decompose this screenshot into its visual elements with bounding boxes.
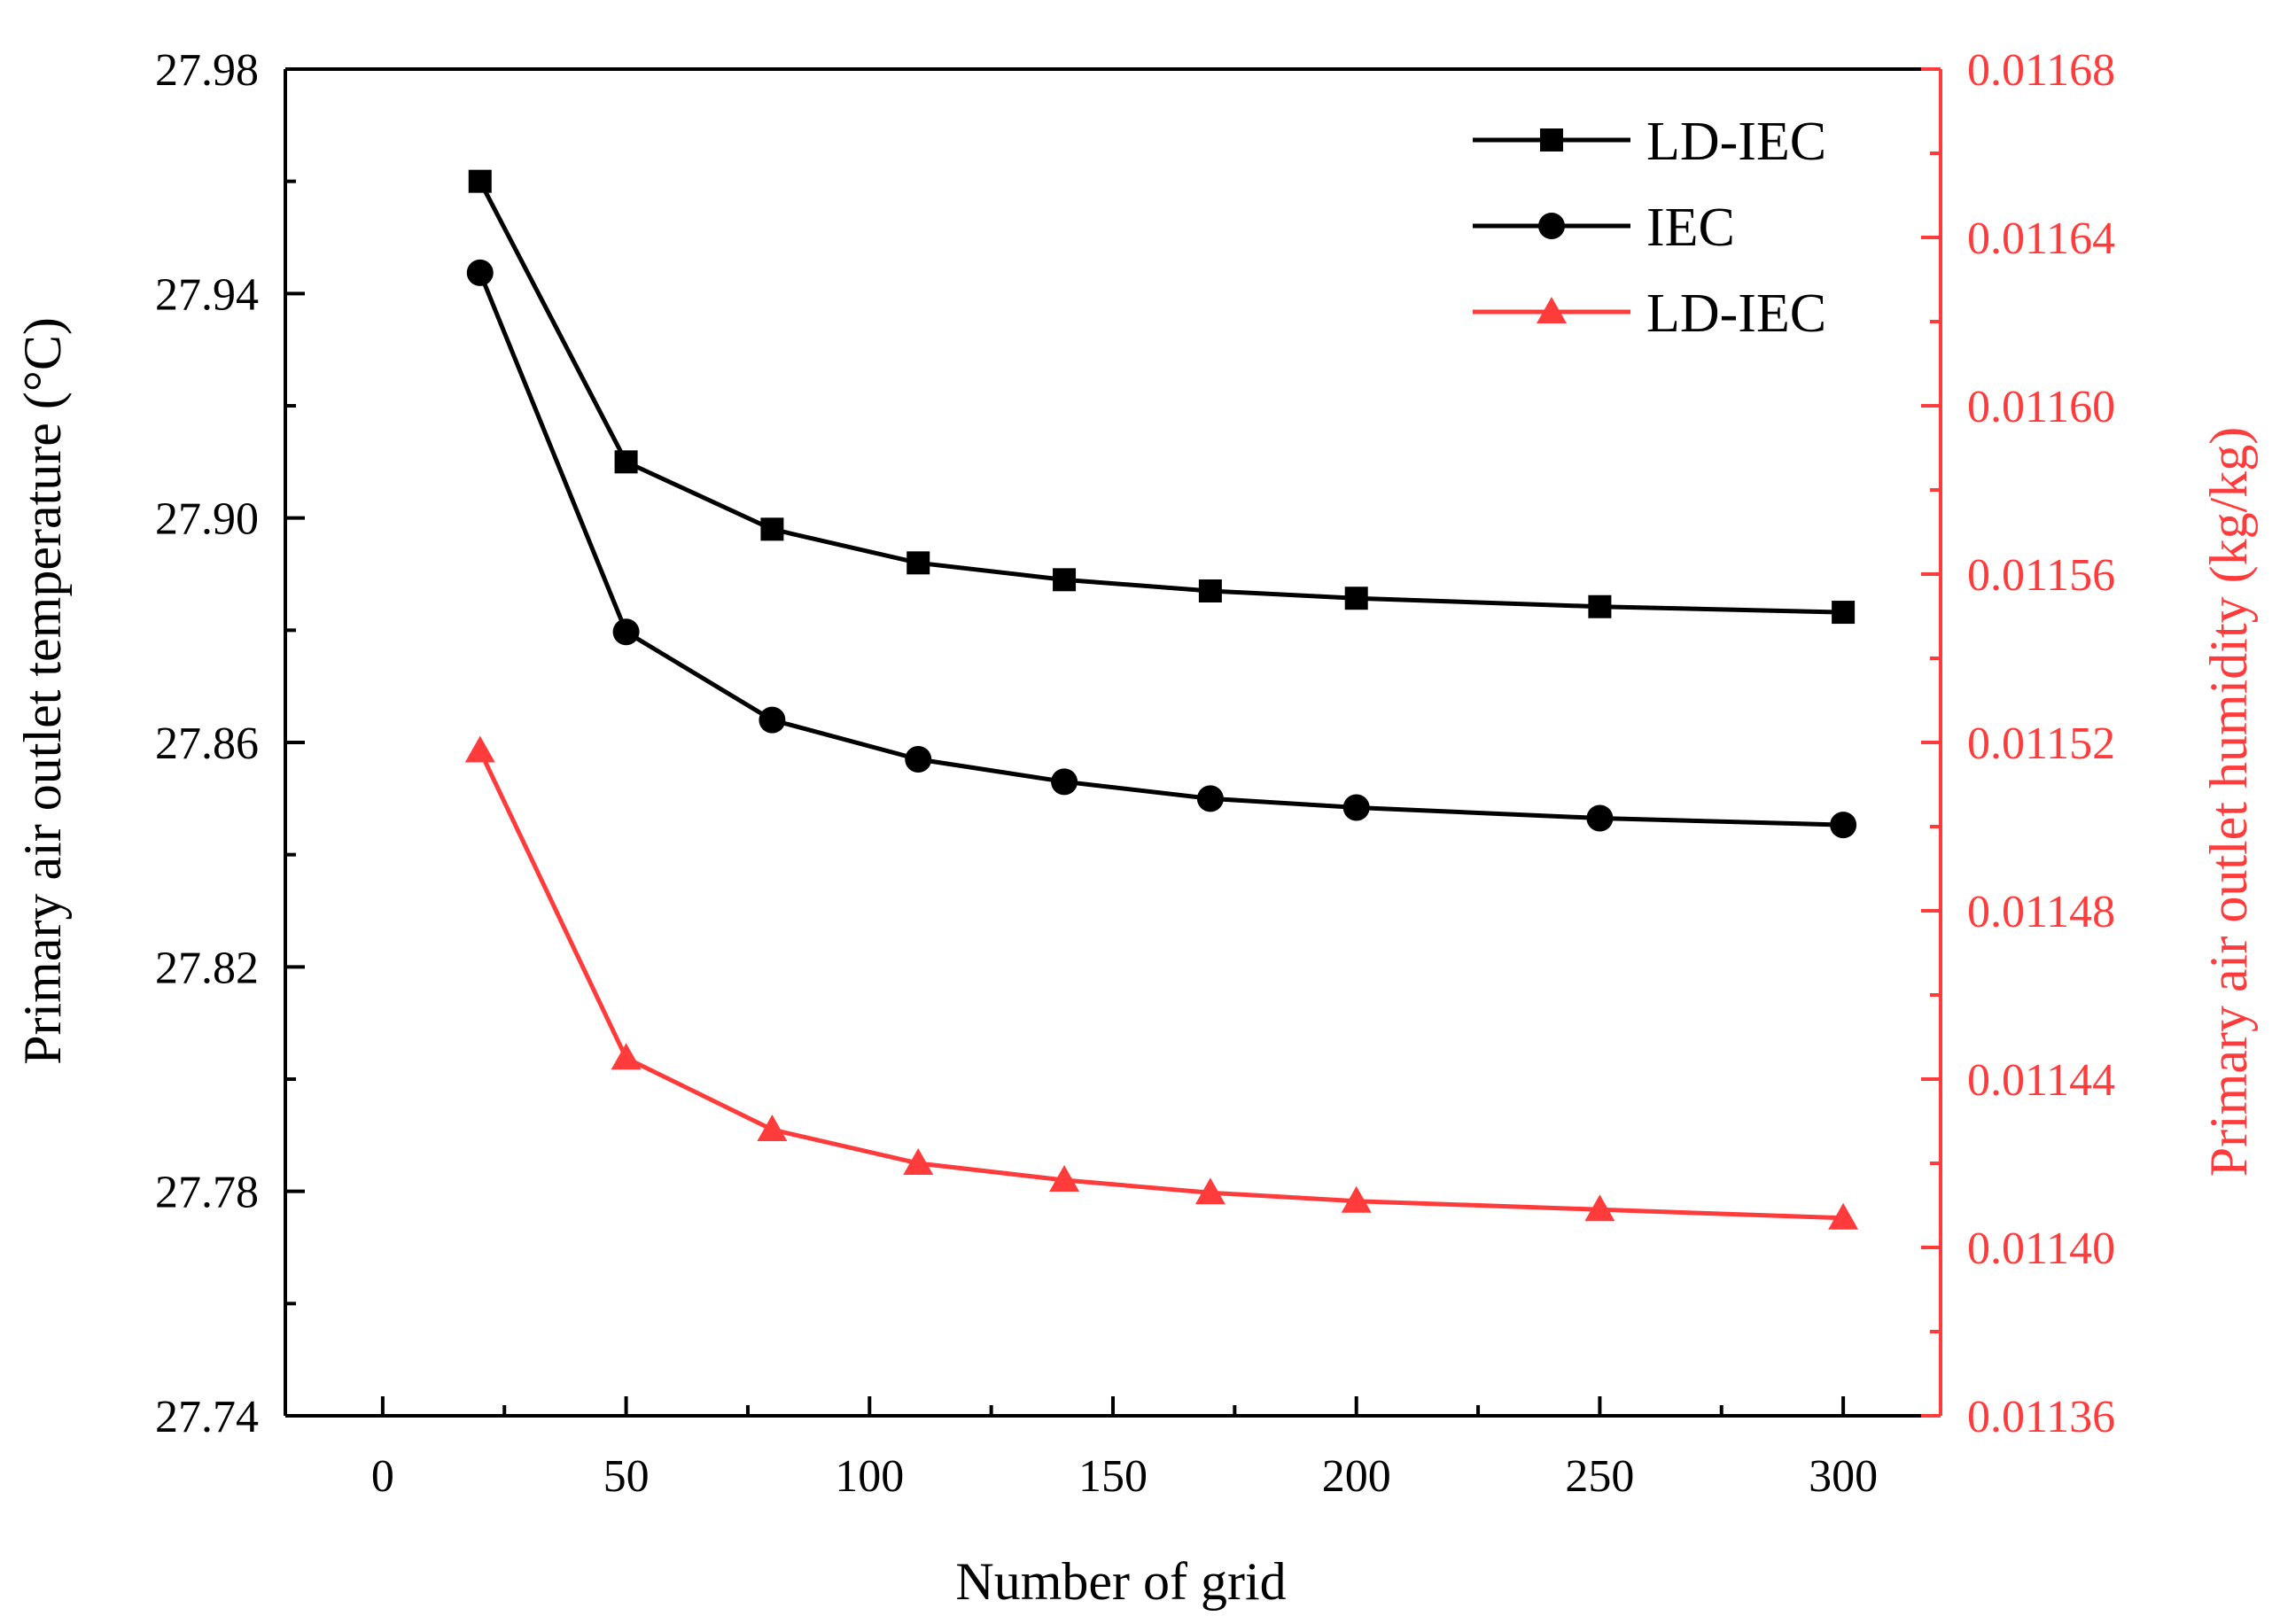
- legend-marker: [1538, 213, 1565, 239]
- data-point: [612, 618, 640, 646]
- legend: LD-IEC IEC LD-IEC: [1473, 112, 1826, 344]
- data-point: [614, 450, 638, 474]
- series-layer: [464, 169, 1859, 1230]
- y-left-tick-label: 27.90: [155, 494, 259, 545]
- y-right-tick-label: 0.01156: [1967, 550, 2115, 601]
- data-point: [1053, 568, 1077, 592]
- data-point: [1828, 1202, 1859, 1230]
- data-point: [1194, 1177, 1225, 1205]
- legend-item-1: LD-IEC: [1473, 112, 1826, 172]
- x-tick-label: 50: [603, 1451, 650, 1502]
- data-point: [466, 259, 494, 286]
- series-3: [464, 735, 1859, 1230]
- data-point: [905, 746, 932, 773]
- legend-label: LD-IEC: [1646, 112, 1826, 172]
- series-line: [478, 271, 1844, 828]
- data-point: [759, 706, 786, 734]
- data-point: [1341, 1185, 1372, 1213]
- x-tick-label: 100: [835, 1451, 904, 1502]
- y-right-tick-label: 0.01136: [1967, 1392, 2115, 1442]
- data-point: [903, 1148, 934, 1175]
- y-right-tick-label: 0.01144: [1967, 1055, 2115, 1106]
- y-left-tick-label: 27.94: [155, 269, 259, 320]
- data-point: [1586, 804, 1614, 832]
- data-point: [611, 1043, 642, 1070]
- data-point: [1342, 794, 1370, 821]
- y-right-tick-label: 0.01168: [1967, 45, 2115, 96]
- y-left-tick-label: 27.86: [155, 719, 259, 769]
- data-point: [1344, 587, 1368, 610]
- legend-item-2: IEC: [1473, 198, 1735, 258]
- x-tick-label: 200: [1322, 1451, 1391, 1502]
- y-left-tick-label: 27.78: [155, 1168, 259, 1218]
- y-left-tick-label: 27.98: [155, 45, 259, 96]
- legend-label: IEC: [1646, 198, 1735, 258]
- y-left-tick-label: 27.74: [155, 1392, 259, 1442]
- legend-marker: [1540, 128, 1563, 152]
- x-axis-title: Number of grid: [955, 1552, 1286, 1611]
- data-point: [1830, 812, 1857, 839]
- legend-marker: [1537, 297, 1567, 323]
- data-point: [1588, 594, 1612, 618]
- data-point: [1832, 601, 1856, 625]
- data-point: [1196, 785, 1224, 812]
- data-point: [1584, 1194, 1615, 1222]
- x-tick-label: 150: [1078, 1451, 1148, 1502]
- legend-label: LD-IEC: [1646, 284, 1826, 344]
- y-right-tick-label: 0.01152: [1967, 719, 2115, 769]
- x-tick-label: 250: [1565, 1451, 1634, 1502]
- y-left-tick-label: 27.82: [155, 943, 259, 993]
- series-line: [478, 180, 1844, 615]
- data-point: [1049, 1165, 1080, 1192]
- y-right-tick-label: 0.01140: [1967, 1224, 2115, 1274]
- y-right-tick-label: 0.01164: [1967, 214, 2115, 264]
- y-right-tick-label: 0.01148: [1967, 887, 2115, 937]
- legend-item-3: LD-IEC: [1473, 284, 1826, 344]
- data-point: [1051, 768, 1078, 796]
- y-right-tick-label: 0.01160: [1967, 382, 2115, 432]
- y-axis-left-title: Primary air outlet temperature (°C): [13, 317, 72, 1065]
- data-point: [468, 169, 492, 193]
- data-point: [906, 551, 930, 575]
- x-tick-label: 300: [1809, 1451, 1878, 1502]
- data-point: [757, 1115, 788, 1141]
- y-axis-right-title: Primary air outlet humidity (kg/kg): [2199, 427, 2258, 1177]
- data-point: [760, 517, 784, 541]
- x-tick-label: 0: [371, 1451, 394, 1502]
- text-layer: Number of grid Primary air outlet temper…: [13, 317, 2258, 1611]
- series-2: [466, 259, 1857, 839]
- data-point: [464, 735, 495, 763]
- series-1: [468, 169, 1856, 625]
- data-point: [1198, 579, 1222, 602]
- axes-layer: 0 50 100 150 200 250 300 27.74 27.78 27.82 27.86 27…: [155, 45, 2115, 1502]
